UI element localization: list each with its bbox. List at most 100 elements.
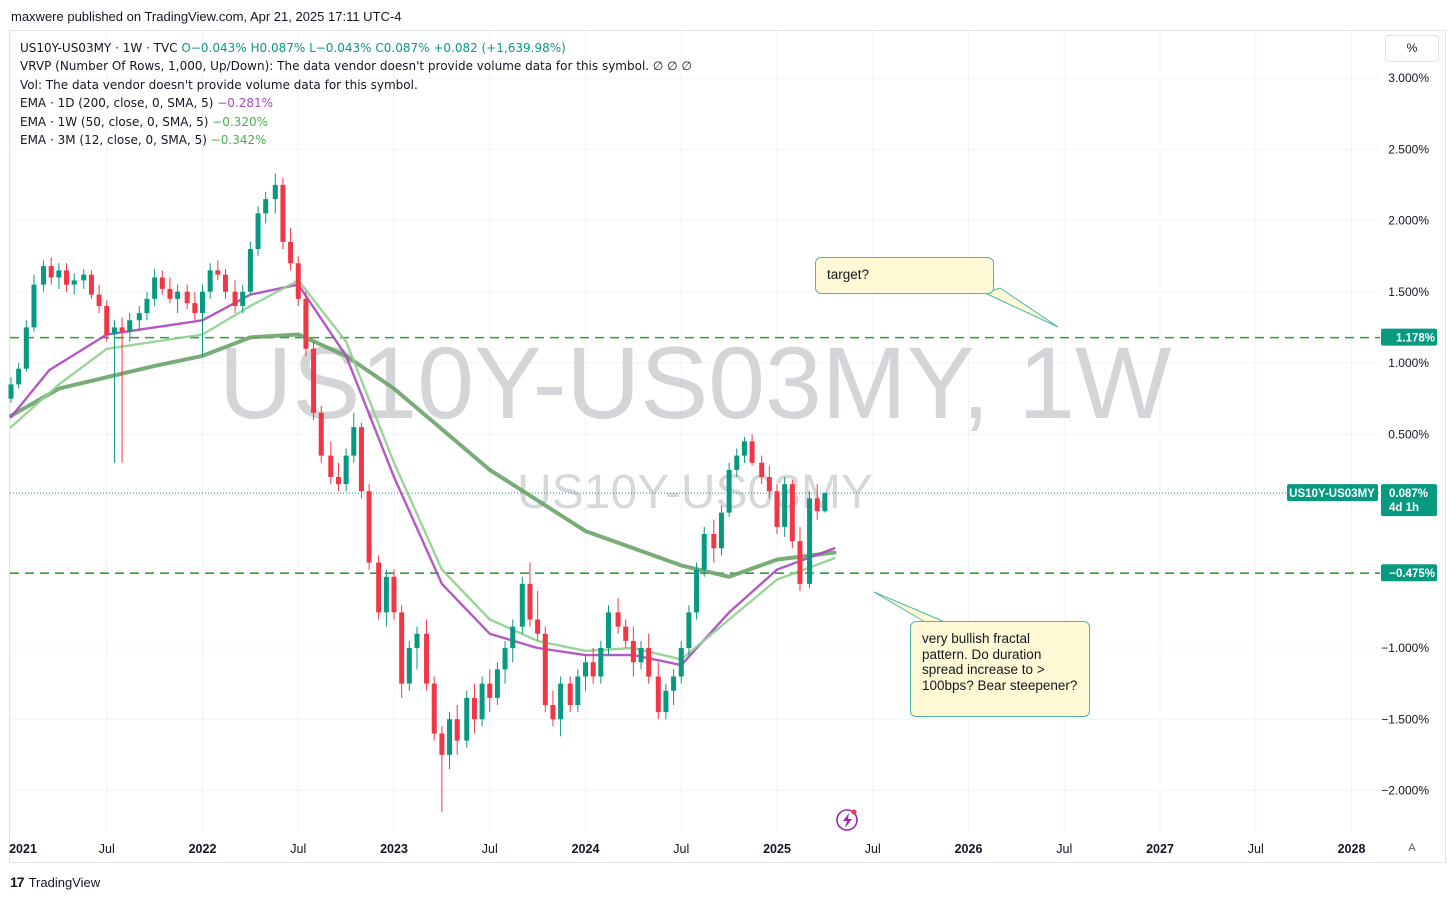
candle-body xyxy=(16,368,22,385)
last-price-text: 0.087% xyxy=(1389,488,1428,500)
candle xyxy=(487,669,493,713)
symbol-tag-bg xyxy=(1287,484,1378,502)
candle xyxy=(263,192,269,224)
level-lower-tag-text: −0.475% xyxy=(1389,568,1435,580)
candle-body xyxy=(630,640,636,663)
candle xyxy=(479,676,485,727)
candle xyxy=(56,263,62,289)
auto-scale-button[interactable]: A xyxy=(1408,842,1416,854)
candle xyxy=(335,462,341,492)
candle-body xyxy=(127,320,133,332)
candle xyxy=(797,526,803,591)
legend-ema-1w[interactable]: EMA · 1W (50, close, 0, SMA, 5) −0.320% xyxy=(20,113,692,131)
candle xyxy=(31,274,37,332)
time-label: 2026 xyxy=(955,842,983,856)
candle-body xyxy=(255,213,261,249)
candle-body xyxy=(655,676,661,713)
candle xyxy=(782,477,788,537)
legend-symbol-row[interactable]: US10Y-US03MY · 1W · TVC O−0.043% H0.087%… xyxy=(20,39,692,57)
candle-body xyxy=(502,648,508,670)
legend-vol[interactable]: Vol: The data vendor doesn't provide vol… xyxy=(20,77,418,92)
candle xyxy=(247,241,253,295)
level-upper-tag-bg xyxy=(1381,328,1437,346)
candle-body xyxy=(638,648,644,663)
candle-body xyxy=(311,348,317,413)
ema-1d-line xyxy=(9,332,837,579)
candle-body xyxy=(789,484,795,542)
ema-1w-value: −0.320% xyxy=(212,114,269,129)
level-upper-tag-text: 1.178% xyxy=(1396,333,1435,345)
price-axis[interactable]: 3.000% 2.500% 2.000% 1.500% 1.000% 0.500% −1.0… xyxy=(1287,71,1437,798)
candle-body xyxy=(749,441,755,463)
candle xyxy=(535,591,541,641)
candle-body xyxy=(567,683,573,705)
candle xyxy=(749,434,755,466)
candle-body xyxy=(335,477,341,485)
footer-brand[interactable]: 17 TradingView xyxy=(10,874,100,890)
candle xyxy=(366,484,372,570)
legend-vrvp[interactable]: VRVP (Number Of Rows, 1,000, Up/Down): T… xyxy=(20,59,692,74)
candle-body xyxy=(303,298,309,349)
tradingview-logo-icon: 17 xyxy=(10,874,25,890)
candle xyxy=(583,655,588,691)
candle-body xyxy=(663,690,669,713)
candle-body xyxy=(535,619,541,634)
candle xyxy=(23,320,29,372)
candle xyxy=(358,422,364,499)
candle-body xyxy=(741,441,747,456)
candles[interactable] xyxy=(8,173,828,812)
candle xyxy=(527,562,533,627)
candle-body xyxy=(200,291,205,314)
candle-body xyxy=(479,683,485,720)
candle-body xyxy=(542,633,548,705)
candle xyxy=(454,705,460,755)
time-label: 2022 xyxy=(189,842,217,856)
percent-scale-button[interactable]: % xyxy=(1385,35,1439,62)
last-price-bg xyxy=(1381,484,1437,517)
time-label: Jul xyxy=(290,842,306,856)
time-label: Jul xyxy=(482,842,498,856)
candle xyxy=(598,640,604,684)
legend-ohlc: O−0.043% H0.087% L−0.043% C0.087% +0.082… xyxy=(181,41,566,55)
candle xyxy=(48,257,54,285)
horizontal-levels[interactable] xyxy=(10,336,1380,574)
candle-body xyxy=(263,199,269,214)
legend-ema-3m[interactable]: EMA · 3M (12, close, 0, SMA, 5) −0.342% xyxy=(20,131,692,149)
candle xyxy=(207,263,213,299)
candle-body xyxy=(232,291,238,306)
candle xyxy=(192,291,198,321)
candle xyxy=(663,683,669,720)
candle xyxy=(343,448,349,492)
candle-body xyxy=(96,294,102,306)
candle-body xyxy=(718,512,724,549)
time-label: Jul xyxy=(1248,842,1264,856)
candle-body xyxy=(406,648,412,684)
target-callout[interactable]: target? xyxy=(815,257,994,294)
ema-1d-label: EMA · 1D (200, close, 0, SMA, 5) xyxy=(20,96,214,111)
lightning-icon[interactable] xyxy=(836,809,858,831)
legend-ema-1d[interactable]: EMA · 1D (200, close, 0, SMA, 5) −0.281% xyxy=(20,94,692,112)
time-axis[interactable]: 2021 Jul 2022 Jul 2023 Jul 2024 Jul 2025 Jul 2026 J… xyxy=(9,842,1365,856)
price-tick: 2.000% xyxy=(1388,214,1429,228)
note-callout[interactable]: very bullish fractal pattern. Do duratio… xyxy=(910,621,1090,717)
candle xyxy=(111,320,117,463)
candle xyxy=(701,526,707,577)
level-lower-tag: −0.475% xyxy=(1381,564,1437,582)
candle-body xyxy=(694,569,700,613)
candle-body xyxy=(192,303,198,314)
candle xyxy=(550,690,556,727)
time-label: 2021 xyxy=(9,842,37,856)
candle-body xyxy=(605,612,611,648)
candle-body xyxy=(399,612,405,684)
chart-legend: US10Y-US03MY · 1W · TVC O−0.043% H0.087%… xyxy=(20,39,692,149)
price-tick: 2.500% xyxy=(1388,142,1429,156)
candle-body xyxy=(119,327,125,332)
candle xyxy=(81,268,87,289)
price-tick: −1.000% xyxy=(1381,641,1429,655)
ema-1d-value: −0.281% xyxy=(217,96,274,111)
candle xyxy=(510,619,516,663)
candle-body xyxy=(766,477,772,492)
price-tick: 3.000% xyxy=(1388,71,1429,85)
candle-body xyxy=(64,270,70,285)
candle-body xyxy=(167,288,173,299)
